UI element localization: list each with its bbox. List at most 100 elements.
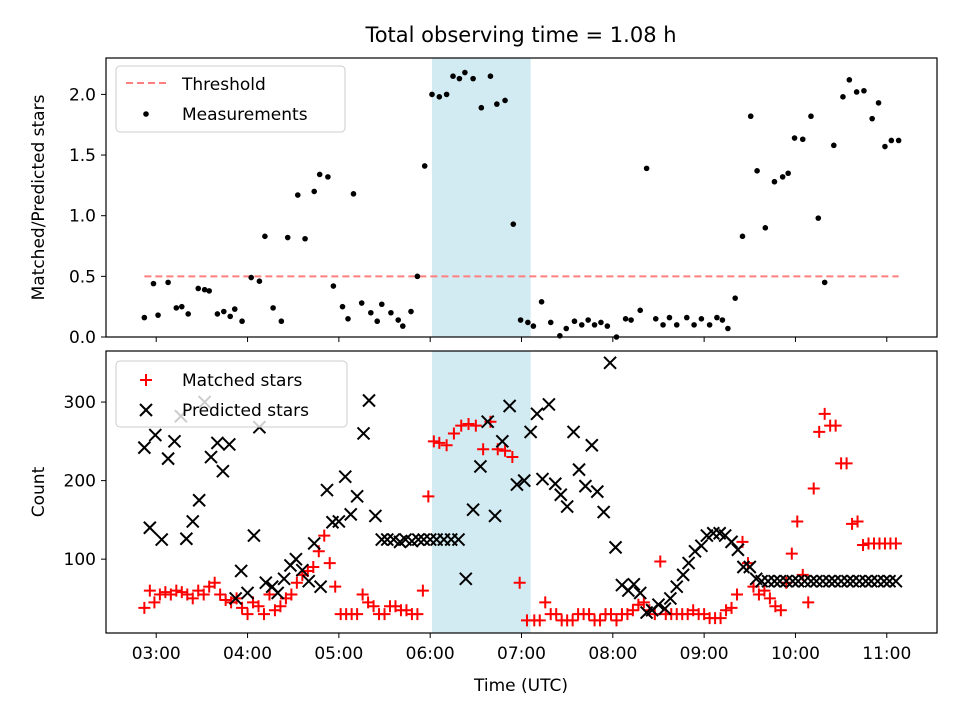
x-tick-label: 08:00 bbox=[588, 644, 637, 664]
matched-point bbox=[610, 614, 623, 627]
matched-point bbox=[455, 419, 468, 432]
bottom-y-tick-label: 200 bbox=[64, 472, 96, 492]
measurement-point bbox=[785, 170, 791, 177]
measurement-point bbox=[791, 135, 798, 141]
matched-point bbox=[197, 588, 210, 601]
predicted-point bbox=[320, 483, 334, 497]
predicted-point bbox=[510, 477, 524, 492]
measurement-point bbox=[578, 322, 585, 328]
measurement-point bbox=[395, 317, 402, 323]
measurement-point bbox=[239, 318, 245, 325]
measurement-point bbox=[853, 89, 860, 95]
predicted-point bbox=[375, 532, 389, 547]
predicted-point bbox=[234, 564, 248, 578]
top-y-tick-label: 0.0 bbox=[69, 328, 96, 348]
measurement-point bbox=[525, 319, 531, 326]
predicted-point bbox=[596, 505, 611, 519]
measurement-point bbox=[470, 75, 476, 82]
bottom-y-tick-label: 300 bbox=[64, 393, 96, 413]
predicted-point bbox=[167, 434, 182, 449]
figure-title: Total observing time = 1.08 h bbox=[364, 23, 676, 47]
bottom-highlight-span bbox=[432, 351, 531, 633]
predicted-point bbox=[423, 532, 437, 547]
predicted-point bbox=[228, 591, 243, 606]
measurement-point bbox=[399, 323, 406, 329]
measurement-point bbox=[374, 318, 381, 325]
matched-point bbox=[829, 419, 842, 432]
predicted-point bbox=[411, 532, 426, 547]
measurement-point bbox=[358, 300, 365, 306]
matched-point bbox=[813, 425, 826, 438]
bottom-axis-ticks: 03:00 04:00 05:00 06:00 07:00 08:00 09:00 10:00… bbox=[64, 393, 912, 664]
matched-point bbox=[462, 418, 475, 431]
measurement-point bbox=[155, 312, 161, 318]
measurement-point bbox=[591, 322, 598, 328]
predicted-point bbox=[240, 586, 255, 600]
matched-point bbox=[550, 608, 563, 621]
measurement-point bbox=[643, 165, 650, 172]
matched-point bbox=[411, 608, 424, 621]
matched-point bbox=[219, 594, 232, 607]
measurement-point bbox=[861, 87, 867, 94]
top-y-tick-label: 1.5 bbox=[69, 146, 96, 166]
measurement-point bbox=[754, 168, 760, 174]
matched-points bbox=[138, 407, 902, 627]
predicted-point bbox=[754, 574, 769, 588]
measurement-point bbox=[311, 188, 318, 195]
predicted-point bbox=[658, 601, 672, 616]
measurement-point bbox=[869, 115, 875, 122]
matched-point bbox=[274, 600, 287, 613]
matched-point bbox=[214, 588, 227, 601]
measurement-point bbox=[206, 288, 212, 294]
measurement-point bbox=[141, 314, 148, 321]
matched-point bbox=[257, 608, 270, 621]
measurement-point bbox=[302, 235, 308, 242]
measurement-point bbox=[221, 308, 227, 315]
measurement-point bbox=[345, 316, 351, 322]
predicted-point bbox=[216, 464, 230, 478]
measurement-point bbox=[538, 299, 545, 305]
predicted-point bbox=[179, 532, 194, 546]
predicted-point bbox=[816, 574, 830, 588]
measurement-point bbox=[429, 91, 435, 98]
matched-point bbox=[566, 614, 579, 627]
measurement-point bbox=[368, 309, 374, 316]
predicted-point bbox=[466, 502, 480, 517]
measurement-point bbox=[652, 316, 659, 322]
predicted-point bbox=[731, 543, 745, 557]
measurement-point bbox=[747, 113, 754, 120]
measurement-point bbox=[739, 233, 746, 240]
predicted-point bbox=[523, 425, 538, 439]
matched-point bbox=[731, 588, 744, 601]
measurement-point bbox=[660, 322, 666, 328]
predicted-point bbox=[889, 574, 903, 588]
matched-point bbox=[148, 596, 161, 609]
predicted-point bbox=[578, 479, 593, 493]
x-tick-label: 06:00 bbox=[406, 644, 455, 664]
predicted-point bbox=[495, 434, 510, 449]
legend-predicted-swatch bbox=[139, 403, 153, 417]
predicted-point bbox=[161, 451, 175, 466]
predicted-point bbox=[822, 574, 836, 588]
measurement-point bbox=[666, 314, 673, 321]
measurement-point bbox=[256, 278, 263, 285]
matched-point bbox=[499, 444, 512, 457]
measurement-point bbox=[732, 295, 738, 301]
measurement-point bbox=[598, 319, 604, 326]
predicted-point bbox=[210, 436, 225, 450]
predicted-point bbox=[362, 393, 376, 408]
x-tick-label: 07:00 bbox=[497, 644, 546, 664]
x-tick-label: 05:00 bbox=[314, 644, 363, 664]
matched-point bbox=[290, 576, 303, 589]
measurement-point bbox=[456, 75, 463, 82]
predicted-point bbox=[302, 574, 316, 588]
predicted-point bbox=[307, 536, 321, 551]
matched-point bbox=[367, 600, 380, 613]
legend-threshold-label: Threshold bbox=[181, 75, 266, 95]
predicted-point bbox=[192, 493, 206, 507]
bottom-legend: Matched stars Predicted stars bbox=[115, 360, 348, 428]
measurement-point bbox=[637, 307, 644, 314]
matched-point bbox=[758, 584, 771, 597]
matched-point bbox=[785, 547, 798, 560]
